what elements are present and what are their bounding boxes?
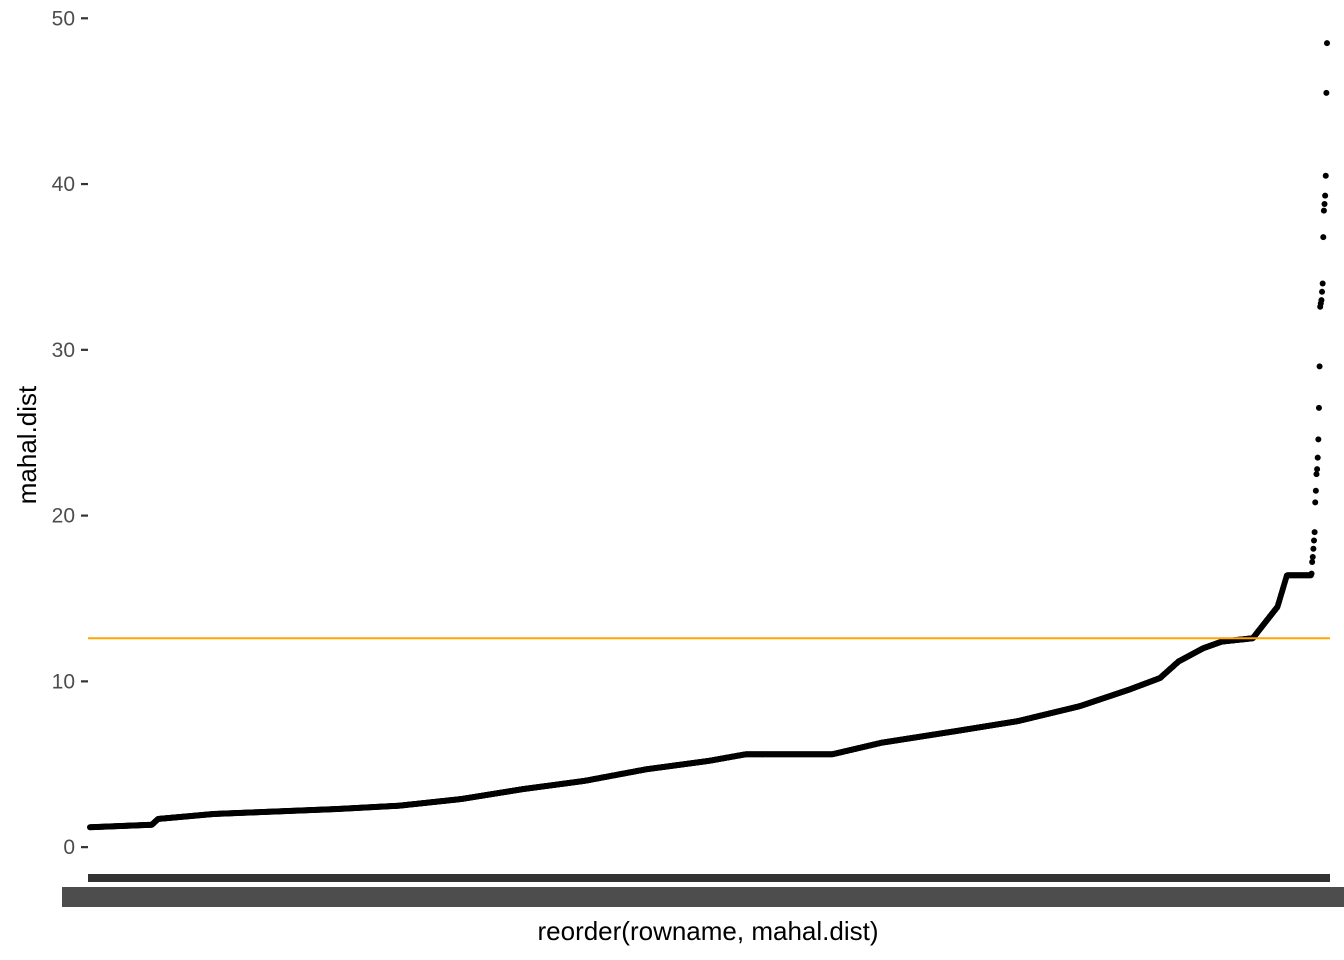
data-point xyxy=(1312,499,1319,506)
y-tick-label: 0 xyxy=(63,836,75,859)
data-point xyxy=(1319,288,1326,295)
data-point xyxy=(1311,537,1318,544)
x-axis xyxy=(62,874,1344,907)
data-point xyxy=(1320,207,1327,214)
data-point xyxy=(1314,454,1321,461)
data-point xyxy=(1310,545,1317,552)
data-point xyxy=(1323,89,1330,96)
x-ticks-overplotted xyxy=(88,874,1330,882)
y-tick-label: 20 xyxy=(52,505,75,528)
y-tick-label: 30 xyxy=(52,339,75,362)
y-tick-label: 10 xyxy=(52,670,75,693)
x-tick-labels-overplotted xyxy=(62,887,1344,907)
data-points xyxy=(87,40,1330,831)
data-point xyxy=(1315,436,1322,443)
data-point xyxy=(1312,487,1319,494)
y-tick-label: 40 xyxy=(52,173,75,196)
data-point xyxy=(1320,234,1327,241)
data-point xyxy=(1314,466,1321,473)
data-point xyxy=(1322,192,1329,199)
data-point xyxy=(1311,529,1318,536)
x-axis-title: reorder(rowname, mahal.dist) xyxy=(537,916,878,946)
data-point xyxy=(1318,297,1325,304)
data-point xyxy=(1316,363,1323,370)
y-tick-label: 50 xyxy=(52,7,75,30)
data-point xyxy=(1309,559,1316,566)
y-axis: 0 10 20 30 40 50 xyxy=(52,7,88,859)
data-point xyxy=(1309,554,1316,561)
data-point xyxy=(1319,280,1326,287)
data-point xyxy=(1321,200,1328,207)
data-point xyxy=(1324,40,1330,47)
data-point xyxy=(1322,172,1329,179)
y-axis-title: mahal.dist xyxy=(12,385,42,504)
data-point xyxy=(1308,570,1315,577)
data-point xyxy=(1313,471,1320,478)
data-point xyxy=(1315,404,1322,411)
